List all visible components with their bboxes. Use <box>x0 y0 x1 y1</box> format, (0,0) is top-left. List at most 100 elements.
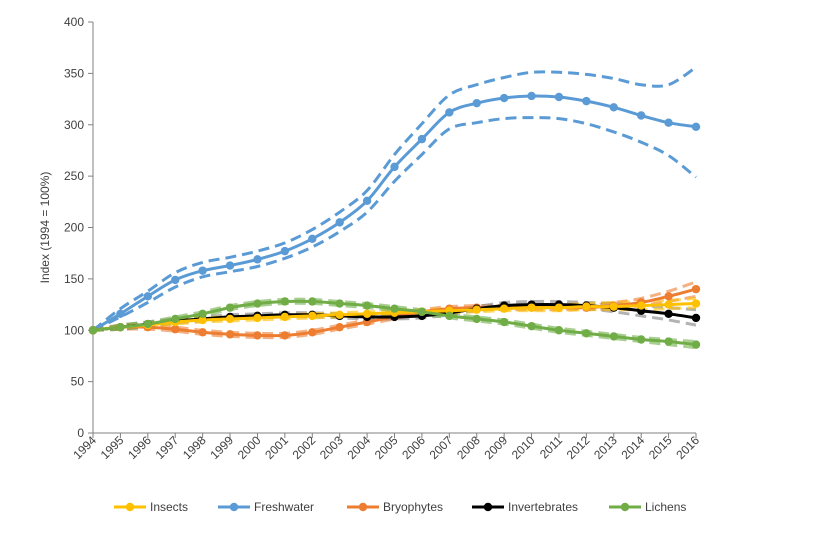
lichens-data-point <box>445 311 454 321</box>
insects-data-point <box>582 302 591 311</box>
y-tick-label: 400 <box>64 15 84 29</box>
series-points-group <box>88 91 701 349</box>
x-tick-label: 2005 <box>372 433 401 462</box>
lichens-data-point <box>636 335 646 344</box>
bryophytes-legend-label: Bryophytes <box>383 500 443 514</box>
y-axis-title: Index (1994 = 100%) <box>38 172 52 284</box>
insects-data-point <box>554 303 564 312</box>
insects-data-point <box>198 315 207 325</box>
insects-legend-label: Insects <box>150 500 188 514</box>
lichens-data-point <box>390 304 399 313</box>
legend: Insects Freshwater Bryophytes Invertebrates… <box>114 500 686 514</box>
freshwater-data-point <box>198 266 207 275</box>
freshwater-data-point <box>499 93 509 103</box>
y-tick-label: 0 <box>77 426 84 440</box>
invertebrates-data-point <box>664 309 673 319</box>
bryophytes-data-point <box>171 325 180 334</box>
freshwater-upper-ci-line <box>92 65 697 332</box>
bryophytes-data-point <box>664 292 673 301</box>
x-tick-label: 1997 <box>153 433 182 462</box>
lichens-data-point <box>198 309 207 319</box>
freshwater-data-point <box>445 108 454 117</box>
insects-data-point <box>499 304 509 313</box>
freshwater-legend-label: Freshwater <box>254 500 314 514</box>
bryophytes-data-point <box>691 284 701 294</box>
x-tick-label: 2016 <box>673 433 702 462</box>
axes-group <box>92 22 696 434</box>
insects-data-point <box>636 301 646 310</box>
x-tick-label: 2008 <box>454 433 483 462</box>
freshwater-data-point <box>554 92 564 102</box>
lichens-data-point <box>691 340 701 349</box>
freshwater-data-point <box>335 218 344 227</box>
freshwater-data-point <box>390 162 399 172</box>
x-tick-label: 2004 <box>344 433 373 462</box>
invertebrates-legend-label: Invertebrates <box>508 500 578 514</box>
freshwater-data-point <box>636 111 646 120</box>
lichens-data-point <box>143 319 153 329</box>
freshwater-data-point <box>472 98 481 108</box>
insects-data-point <box>691 299 701 308</box>
y-tick-label: 50 <box>71 375 85 389</box>
insects-data-point <box>225 314 235 324</box>
lichens-lower-ci-line <box>92 301 697 350</box>
lichens-data-point <box>609 332 618 341</box>
freshwater-data-point <box>691 122 701 132</box>
x-tick-label: 1998 <box>180 433 209 462</box>
insects-data-point <box>362 309 372 319</box>
insects-data-point <box>280 312 290 322</box>
bryophytes-data-point <box>253 331 262 340</box>
x-tick-label: 2009 <box>481 433 510 462</box>
bryophytes-data-point <box>225 330 235 339</box>
invertebrates-data-point <box>691 313 701 323</box>
x-tick-label: 1994 <box>70 433 99 462</box>
bryophytes-data-point <box>280 331 290 340</box>
x-tick-label: 2001 <box>262 433 291 462</box>
bryophytes-data-point <box>308 328 317 337</box>
x-tick-label: 1999 <box>207 433 236 462</box>
lichens-data-point <box>280 297 290 306</box>
x-tick-label: 1996 <box>125 433 154 462</box>
lichens-data-point <box>664 337 673 346</box>
y-tick-label: 350 <box>64 66 84 80</box>
y-tick-label: 150 <box>64 272 84 286</box>
y-tick-label: 250 <box>64 169 84 183</box>
x-tick-label: 2006 <box>399 433 428 462</box>
insects-legend-marker <box>125 502 135 512</box>
x-tick-label: 2000 <box>235 433 264 462</box>
freshwater-data-point <box>308 234 317 244</box>
lichens-data-point <box>362 301 372 310</box>
freshwater-lower-ci-line <box>92 116 697 332</box>
x-tick-label: 2014 <box>619 433 648 462</box>
bryophytes-upper-ci-line <box>92 280 697 336</box>
x-tick-label: 2003 <box>317 433 346 462</box>
lichens-legend-marker <box>620 502 630 512</box>
freshwater-legend-marker <box>229 502 239 512</box>
lichens-legend-label: Lichens <box>645 500 686 514</box>
y-tick-label: 100 <box>64 323 84 337</box>
y-tick-label: 300 <box>64 118 84 132</box>
freshwater-data-point <box>143 292 153 301</box>
lichens-data-point <box>116 322 125 332</box>
lichens-data-point <box>88 326 98 335</box>
lichens-data-point <box>527 321 536 331</box>
x-tick-label: 2002 <box>290 433 319 462</box>
insects-data-point <box>527 303 536 312</box>
lichens-data-point <box>554 326 564 335</box>
x-ticks-group: 1994199519961997199819992000200120022003… <box>70 433 702 462</box>
freshwater-data-point <box>609 103 618 112</box>
freshwater-data-point <box>362 196 372 205</box>
x-tick-label: 2012 <box>564 433 593 462</box>
insects-data-point <box>335 310 344 320</box>
insects-data-point <box>472 305 481 314</box>
bryophytes-data-point <box>198 328 207 337</box>
lichens-data-point <box>582 329 591 338</box>
insects-lower-ci-line <box>92 306 697 332</box>
lichens-data-point <box>308 297 317 306</box>
y-ticks-group: 0 50 100 150 200 250 300 350 400 <box>64 15 93 440</box>
x-tick-label: 2011 <box>537 433 565 461</box>
x-tick-label: 1995 <box>98 433 127 462</box>
freshwater-data-point <box>582 96 591 106</box>
